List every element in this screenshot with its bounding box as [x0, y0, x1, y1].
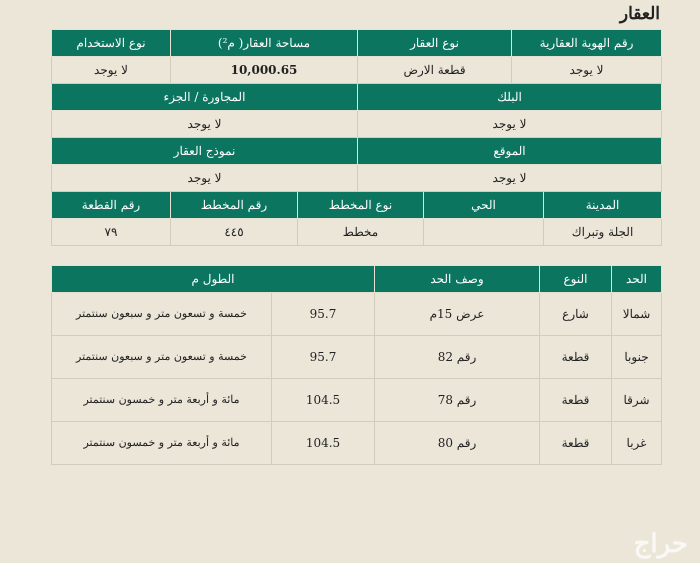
header-usage-type: نوع الاستخدام: [51, 29, 171, 57]
watermark-logo: حراج: [633, 529, 688, 559]
cell-type: قطعة: [539, 335, 612, 379]
cell-length: 104.5: [271, 421, 375, 465]
header-city: المدينة: [543, 191, 663, 219]
cell-length-words: مائة و أربعة متر و خمسون سنتمتر: [51, 421, 272, 465]
cell-type: شارع: [539, 292, 612, 336]
value-plan-number: ٤٤٥: [170, 218, 298, 246]
value-plan-type: مخطط: [296, 218, 425, 246]
cell-length: 95.7: [271, 292, 375, 336]
value-property-type: قطعة الارض: [356, 56, 513, 84]
cell-type: قطعة: [539, 378, 612, 422]
table-row: شرقا قطعة رقم 78 104.5 مائة و أربعة متر …: [51, 378, 662, 422]
cell-length-words: خمسة و تسعون متر و سبعون سنتمتر: [51, 335, 272, 379]
header-property-type: نوع العقار: [356, 29, 513, 57]
property-table: رقم الهوية العقارية نوع العقار مساحة الع…: [51, 29, 663, 246]
header-neighborhood-part: المجاورة / الجزء: [51, 83, 358, 111]
header-side: الحد: [611, 265, 662, 293]
page-title: العقار: [619, 4, 660, 24]
header-location: الموقع: [356, 137, 663, 165]
cell-description: عرض 15م: [374, 292, 540, 336]
table-row: غربا قطعة رقم 80 104.5 مائة و أربعة متر …: [51, 421, 662, 465]
header-property-model: نموذج العقار: [51, 137, 358, 165]
header-type: النوع: [539, 265, 612, 293]
header-plot-number: رقم القطعة: [51, 191, 171, 219]
cell-length: 95.7: [271, 335, 375, 379]
header-property-id: رقم الهوية العقارية: [511, 29, 663, 57]
cell-length-words: مائة و أربعة متر و خمسون سنتمتر: [51, 378, 272, 422]
boundaries-table: الحد النوع وصف الحد الطول م شمالا شارع ع…: [51, 265, 662, 465]
cell-type: قطعة: [539, 421, 612, 465]
value-district: [423, 218, 545, 246]
cell-side: شمالا: [611, 292, 662, 336]
header-district: الحي: [423, 191, 545, 219]
header-length: الطول م: [51, 265, 375, 293]
header-description: وصف الحد: [374, 265, 540, 293]
value-plot-number: ٧٩: [51, 218, 171, 246]
value-area: 10,000.65: [170, 56, 358, 84]
value-property-id: لا يوجد: [511, 56, 663, 84]
value-neighborhood-part: لا يوجد: [51, 110, 358, 138]
value-location: لا يوجد: [356, 164, 663, 192]
value-usage-type: لا يوجد: [51, 56, 171, 84]
value-property-model: لا يوجد: [51, 164, 358, 192]
cell-description: رقم 80: [374, 421, 540, 465]
cell-description: رقم 78: [374, 378, 540, 422]
cell-side: شرقا: [611, 378, 662, 422]
table-row: جنوبا قطعة رقم 82 95.7 خمسة و تسعون متر …: [51, 335, 662, 379]
cell-side: جنوبا: [611, 335, 662, 379]
header-plan-number: رقم المخطط: [170, 191, 298, 219]
cell-length-words: خمسة و تسعون متر و سبعون سنتمتر: [51, 292, 272, 336]
value-city: الجلة وتبراك: [543, 218, 663, 246]
table-row: شمالا شارع عرض 15م 95.7 خمسة و تسعون متر…: [51, 292, 662, 336]
cell-description: رقم 82: [374, 335, 540, 379]
header-plan-type: نوع المخطط: [296, 191, 425, 219]
cell-side: غربا: [611, 421, 662, 465]
header-area: مساحة العقار( م²): [170, 29, 358, 57]
cell-length: 104.5: [271, 378, 375, 422]
header-block: البلك: [356, 83, 663, 111]
value-block: لا يوجد: [356, 110, 663, 138]
